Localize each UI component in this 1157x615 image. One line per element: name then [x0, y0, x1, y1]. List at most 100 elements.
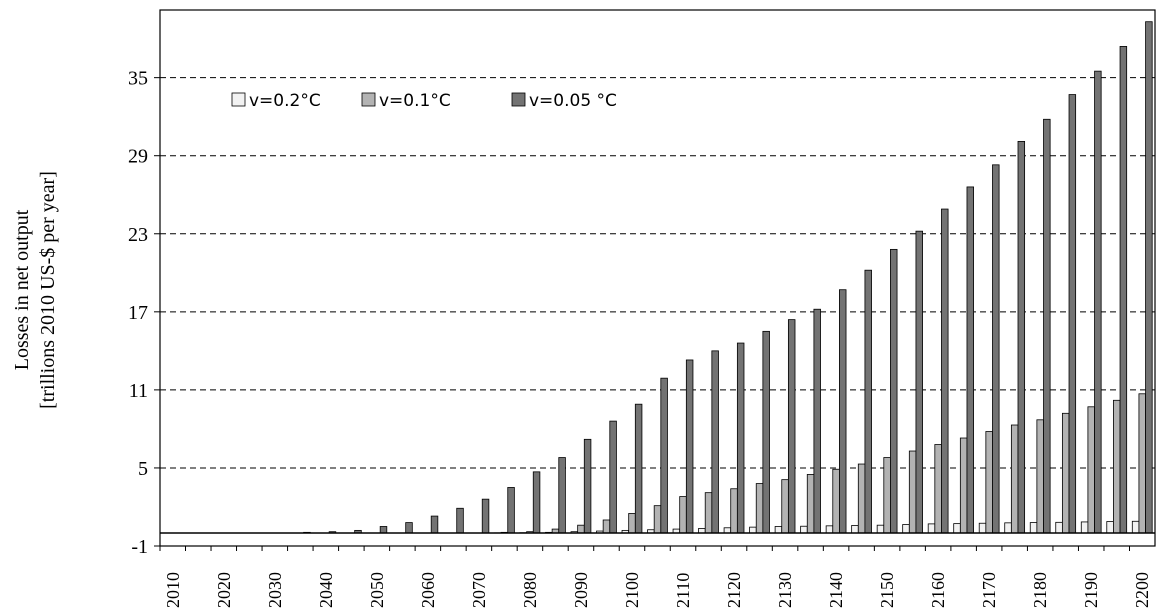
legend-label: v=0.2°C [249, 91, 321, 111]
bar [603, 520, 610, 533]
bar [1069, 95, 1076, 533]
bar [406, 523, 413, 533]
bar [1120, 46, 1127, 533]
x-tick-label: 2170 [979, 572, 999, 608]
bar [1030, 523, 1037, 533]
bar [826, 526, 833, 533]
bar [884, 458, 891, 533]
bar [1056, 522, 1063, 533]
bar [807, 474, 814, 533]
bar [801, 526, 808, 533]
legend-label: v=0.1°C [379, 91, 451, 111]
x-tick-label: 2080 [520, 572, 540, 608]
bar [578, 525, 585, 533]
x-tick-label: 2140 [826, 572, 846, 608]
bar [909, 451, 916, 533]
bar [1044, 119, 1051, 533]
bar [1095, 71, 1102, 533]
bar [967, 187, 974, 533]
y-tick-label: -1 [131, 536, 148, 558]
y-tick-label: 23 [128, 224, 148, 246]
bar [654, 506, 661, 533]
x-tick-label: 2180 [1030, 572, 1050, 608]
bar [1132, 521, 1139, 533]
bar [865, 270, 872, 533]
x-tick-label: 2150 [877, 572, 897, 608]
y-tick-label: 35 [128, 68, 148, 90]
bar [852, 525, 859, 533]
bar [775, 526, 782, 533]
x-tick-label: 2020 [214, 572, 234, 608]
bar [705, 493, 712, 533]
x-tick-label: 2160 [928, 572, 948, 608]
bar [1062, 413, 1069, 533]
bar [788, 320, 795, 533]
bar [935, 445, 942, 533]
bar [482, 499, 489, 533]
bar [635, 404, 642, 533]
bar [986, 432, 993, 533]
x-tick-label: 2190 [1081, 572, 1101, 608]
x-tick-label: 2010 [163, 572, 183, 608]
bar [680, 497, 687, 533]
y-tick-label: 5 [138, 458, 148, 480]
bar [1113, 400, 1120, 533]
bar [686, 360, 693, 533]
bar [839, 290, 846, 533]
bar [1146, 22, 1153, 533]
x-tick-label: 2110 [673, 573, 693, 608]
bar [1107, 522, 1114, 533]
x-tick-label: 2030 [265, 572, 285, 608]
bar [903, 525, 910, 533]
bar [756, 484, 763, 533]
bar [1005, 523, 1012, 533]
bar [724, 528, 731, 533]
bar [1081, 522, 1088, 533]
bar [1088, 407, 1095, 533]
bar [858, 464, 865, 533]
y-axis-label: Losses in net output [11, 209, 33, 370]
bar [877, 525, 884, 533]
bar [731, 489, 738, 533]
x-tick-label: 2040 [316, 572, 336, 608]
y-tick-label: 29 [128, 146, 148, 168]
bar [380, 526, 387, 533]
bar [814, 309, 821, 533]
x-tick-label: 2100 [622, 572, 642, 608]
bar [737, 343, 744, 533]
legend-swatch [232, 93, 245, 106]
bar [508, 487, 515, 533]
legend-swatch [362, 93, 375, 106]
bar [457, 508, 464, 533]
bar [712, 351, 719, 533]
x-tick-label: 2060 [418, 572, 438, 608]
bar [782, 480, 789, 533]
bar [890, 249, 897, 533]
x-tick-label: 2200 [1132, 572, 1152, 608]
x-tick-label: 2090 [571, 572, 591, 608]
bar [1037, 420, 1044, 533]
bar [610, 421, 617, 533]
bar [928, 524, 935, 533]
bar [941, 209, 948, 533]
bar [661, 378, 668, 533]
bar [992, 165, 999, 533]
bar [960, 438, 967, 533]
y-tick-label: 11 [129, 380, 148, 402]
x-tick-label: 2120 [724, 572, 744, 608]
bar [750, 527, 757, 533]
bar [1018, 141, 1025, 533]
x-tick-label: 2070 [469, 572, 489, 608]
bar [559, 458, 566, 533]
legend-label: v=0.05 °C [529, 91, 617, 111]
bar [584, 439, 591, 533]
bar [763, 331, 770, 533]
y-axis-label: [trillions 2010 US-$ per year] [37, 171, 59, 409]
y-tick-label: 17 [128, 302, 148, 324]
x-tick-label: 2130 [775, 572, 795, 608]
bar [431, 516, 438, 533]
x-tick-label: 2050 [367, 572, 387, 608]
bar [1139, 394, 1146, 533]
bar [1011, 425, 1018, 533]
